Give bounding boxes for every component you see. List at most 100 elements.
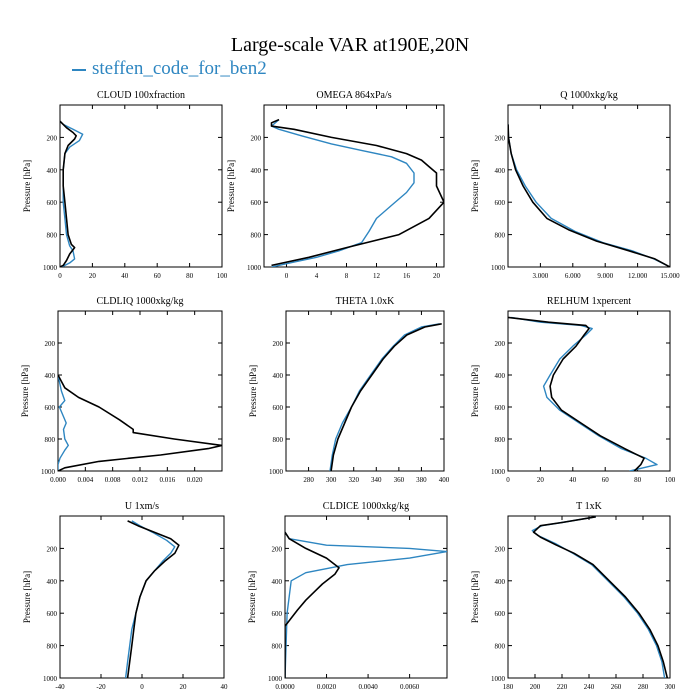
panel-4-ytick-label: 800 xyxy=(45,436,56,444)
panel-6-ytick-label: 600 xyxy=(495,404,506,412)
panel-5-ytick-label: 600 xyxy=(273,404,284,412)
panel-9-xtick-label: 240 xyxy=(584,683,595,691)
panel-9-xtick-label: 200 xyxy=(530,683,541,691)
panel-9-frame xyxy=(507,515,671,679)
panel-2-xtick-label: 12 xyxy=(373,272,381,280)
panel-9-xtick-label: 260 xyxy=(611,683,622,691)
panel-6-ytick-label: 400 xyxy=(495,372,506,380)
panel-9-ytick-label: 600 xyxy=(495,610,506,618)
panel-4-xtick-label: 0.020 xyxy=(187,476,203,484)
panel-4-model-line xyxy=(58,374,70,471)
panel-8-title: CLDICE 1000xkg/kg xyxy=(323,501,409,512)
panel-1-frame xyxy=(59,104,223,268)
panel-3-frame xyxy=(507,104,671,268)
panel-5-reference-line xyxy=(330,323,442,471)
panel-6-frame xyxy=(507,310,671,472)
panel-8-ylabel: Pressure [hPa] xyxy=(247,571,257,623)
panel-3-xtick-label: 6.000 xyxy=(565,272,581,280)
panel-1-ytick-label: 800 xyxy=(47,232,58,240)
panel-9-reference-line xyxy=(532,516,669,678)
panel-4-ytick-label: 400 xyxy=(45,372,56,380)
panel-7-reference-line xyxy=(126,520,180,678)
panel-8-xtick-label: 0.0020 xyxy=(317,683,337,691)
panel-8-model-line xyxy=(285,531,447,678)
panel-2-ytick-label: 400 xyxy=(251,167,262,175)
panel-9-xtick-label: 280 xyxy=(638,683,649,691)
panel-3-ytick-label: 400 xyxy=(495,167,506,175)
panel-3-xtick-label: 15.000 xyxy=(660,272,680,280)
panel-7-xtick-label: -20 xyxy=(96,683,106,691)
panel-9-ytick-label: 1000 xyxy=(491,675,506,683)
panel-5-model-line xyxy=(329,323,440,471)
panel-6-reference-line xyxy=(508,316,645,471)
panel-8-frame xyxy=(284,515,448,679)
panel-9-ylabel: Pressure [hPa] xyxy=(470,571,480,623)
panel-6-xtick-label: 20 xyxy=(537,476,545,484)
panel-7-ytick-label: 200 xyxy=(47,545,58,553)
panel-1-xtick-label: 40 xyxy=(121,272,129,280)
panel-9-title: T 1xK xyxy=(576,501,602,512)
panel-3-xtick-label: 9.000 xyxy=(597,272,613,280)
panel-4-ytick-label: 1000 xyxy=(41,468,56,476)
panel-8-reference-line xyxy=(285,531,340,678)
panel-8-xtick-label: 0.0000 xyxy=(275,683,295,691)
panel-7-xtick-label: 40 xyxy=(221,683,229,691)
panel-2-ylabel: Pressure [hPa] xyxy=(226,160,236,212)
panel-7-ytick-label: 800 xyxy=(47,643,58,651)
panel-6-xtick-label: 60 xyxy=(602,476,610,484)
panel-1-xtick-label: 100 xyxy=(217,272,228,280)
panel-1-xtick-label: 60 xyxy=(154,272,162,280)
panel-9-xtick-label: 180 xyxy=(503,683,514,691)
panel-6-xtick-label: 100 xyxy=(665,476,676,484)
panel-5-xtick-label: 380 xyxy=(416,476,427,484)
panel-4-reference-line xyxy=(58,374,222,471)
panel-2-model-line xyxy=(270,119,415,267)
panel-7-xtick-label: 0 xyxy=(140,683,144,691)
panel-1-xtick-label: 80 xyxy=(186,272,194,280)
panel-7-frame xyxy=(59,515,225,679)
panel-1-xtick-label: 0 xyxy=(58,272,62,280)
panel-4-xtick-label: 0.000 xyxy=(50,476,66,484)
panel-1-ytick-label: 1000 xyxy=(43,264,58,272)
panel-5-xtick-label: 320 xyxy=(348,476,359,484)
panel-3-ytick-label: 600 xyxy=(495,199,506,207)
panel-6-ylabel: Pressure [hPa] xyxy=(470,365,480,417)
panel-8-ytick-label: 200 xyxy=(272,545,283,553)
panel-3-model-line xyxy=(508,124,668,267)
panel-7-xtick-label: 20 xyxy=(180,683,188,691)
panel-5-title: THETA 1.0xK xyxy=(336,296,395,307)
panel-1-reference-line xyxy=(60,120,77,267)
figure-title: Large-scale VAR at190E,20N xyxy=(230,34,470,56)
panel-2-ytick-label: 600 xyxy=(251,199,262,207)
panel-7-ytick-label: 1000 xyxy=(43,675,58,683)
panel-4-ylabel: Pressure [hPa] xyxy=(20,365,30,417)
panel-6-ytick-label: 1000 xyxy=(491,468,506,476)
legend-line-swatch xyxy=(72,68,86,71)
panel-8-ytick-label: 800 xyxy=(272,643,283,651)
panel-5-ytick-label: 800 xyxy=(273,436,284,444)
panel-8-ytick-label: 600 xyxy=(272,610,283,618)
panel-7-ytick-label: 400 xyxy=(47,578,58,586)
panel-1-ylabel: Pressure [hPa] xyxy=(22,160,32,212)
panel-8-xtick-label: 0.0060 xyxy=(400,683,420,691)
panel-9-ytick-label: 400 xyxy=(495,578,506,586)
panel-6-model-line xyxy=(511,316,658,471)
panel-2-xtick-label: 8 xyxy=(345,272,349,280)
panel-1-ytick-label: 400 xyxy=(47,167,58,175)
panel-3-title: Q 1000xkg/kg xyxy=(560,90,618,101)
panel-1-xtick-label: 20 xyxy=(89,272,97,280)
panel-6-xtick-label: 40 xyxy=(569,476,577,484)
panel-1-ytick-label: 200 xyxy=(47,134,58,142)
panel-5-ylabel: Pressure [hPa] xyxy=(248,365,258,417)
panel-4-ytick-label: 200 xyxy=(45,340,56,348)
panel-3-reference-line xyxy=(508,124,670,267)
panel-4-frame xyxy=(57,310,223,472)
panel-7-ytick-label: 600 xyxy=(47,610,58,618)
panel-5-xtick-label: 280 xyxy=(303,476,314,484)
panel-6-xtick-label: 80 xyxy=(634,476,642,484)
panel-5-xtick-label: 340 xyxy=(371,476,382,484)
panel-5-xtick-label: 400 xyxy=(439,476,450,484)
panel-8-xtick-label: 0.0040 xyxy=(358,683,378,691)
panel-2-frame xyxy=(263,104,445,268)
